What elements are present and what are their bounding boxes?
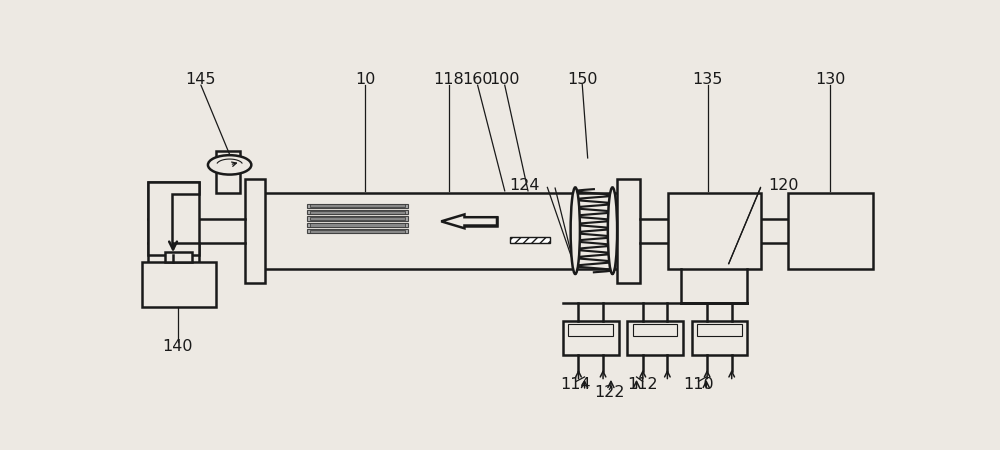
Circle shape [208,155,251,175]
Text: 114: 114 [561,378,591,392]
Text: 110: 110 [683,378,714,392]
Ellipse shape [571,187,580,274]
Bar [245,179,264,283]
Text: 118: 118 [434,72,464,87]
Ellipse shape [608,187,617,274]
Bar [617,179,640,283]
Bar [668,193,761,269]
Text: 124: 124 [509,178,540,193]
Bar [310,211,405,214]
Bar [510,237,550,243]
Bar [788,193,873,269]
Text: 100: 100 [490,72,520,87]
Polygon shape [441,215,497,228]
Bar [633,324,677,337]
Bar [142,262,216,307]
Bar [307,210,408,215]
Text: 140: 140 [162,339,193,354]
Bar [165,252,192,262]
Bar [563,321,619,356]
Text: 135: 135 [693,72,723,87]
Bar [148,196,172,213]
Text: 150: 150 [567,72,598,87]
Bar [464,217,497,225]
Bar [307,223,408,227]
Bar [310,217,405,220]
Bar [310,204,405,207]
Text: 10: 10 [355,72,375,87]
Bar [568,324,613,337]
Text: 112: 112 [627,378,658,392]
Text: 122: 122 [594,385,625,400]
Bar [307,229,408,234]
Text: 120: 120 [768,178,799,193]
Bar [310,230,405,233]
Bar [148,182,199,264]
Bar [307,204,408,208]
Text: 145: 145 [186,72,216,87]
Polygon shape [148,182,199,255]
Bar [216,151,240,193]
Bar [627,321,683,356]
Bar [148,231,172,248]
Bar [261,193,625,269]
Bar [307,216,408,220]
Bar [692,321,747,356]
Text: 160: 160 [462,72,493,87]
Bar [310,224,405,226]
Text: 130: 130 [815,72,845,87]
Bar [697,324,742,337]
